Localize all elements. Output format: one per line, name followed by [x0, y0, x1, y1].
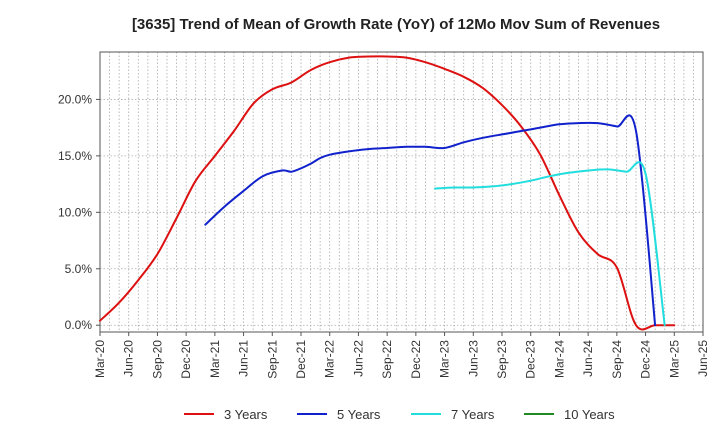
series-line-3-years [99, 55, 676, 331]
x-tick-label: Sep-21 [265, 340, 279, 379]
plot-frame [99, 51, 704, 333]
chart-title: [3635] Trend of Mean of Growth Rate (YoY… [132, 16, 660, 33]
x-tick-label: Mar-22 [323, 340, 337, 378]
x-tick-label: Jun-23 [466, 340, 480, 377]
x-tick-label: Dec-22 [409, 340, 423, 379]
x-tick-label: Mar-25 [667, 340, 681, 378]
y-axis: 0.0% 5.0% 10.0% 15.0% 20.0% [58, 92, 100, 332]
x-tick-label: Dec-23 [524, 340, 538, 379]
y-tick-label: 5.0% [65, 262, 93, 276]
x-tick-label: Mar-23 [438, 340, 452, 378]
y-tick-label: 20.0% [58, 92, 92, 106]
x-tick-label: Dec-24 [639, 340, 653, 379]
x-tick-label: Sep-24 [610, 340, 624, 379]
x-tick-label: Mar-20 [93, 340, 107, 378]
x-tick-label: Jun-21 [237, 340, 251, 377]
legend-label: 3 Years [224, 407, 268, 422]
grid [99, 52, 704, 332]
series-line-5-years [204, 114, 657, 327]
y-tick-label: 0.0% [65, 318, 93, 332]
legend-label: 10 Years [564, 407, 615, 422]
x-tick-label: Mar-24 [552, 340, 566, 378]
y-tick-label: 15.0% [58, 149, 92, 163]
series-lines [99, 55, 676, 331]
series-line-7-years [434, 161, 666, 327]
x-tick-label: Dec-21 [294, 340, 308, 379]
x-tick-label: Jun-22 [351, 340, 365, 377]
x-tick-label: Jun-25 [696, 340, 710, 377]
x-tick-label: Sep-23 [495, 340, 509, 379]
x-tick-label: Mar-21 [208, 340, 222, 378]
x-tick-label: Jun-24 [581, 340, 595, 377]
legend-label: 5 Years [337, 407, 381, 422]
x-tick-label: Sep-20 [150, 340, 164, 379]
legend: 3 Years 5 Years 7 Years 10 Years [184, 407, 615, 422]
x-axis: Mar-20 Jun-20 Sep-20 Dec-20 Mar-21 Jun-21 Sep-… [93, 332, 710, 379]
x-tick-label: Jun-20 [122, 340, 136, 377]
x-tick-label: Sep-22 [380, 340, 394, 379]
legend-label: 7 Years [451, 407, 495, 422]
y-tick-label: 10.0% [58, 205, 92, 219]
x-tick-label: Dec-20 [179, 340, 193, 379]
